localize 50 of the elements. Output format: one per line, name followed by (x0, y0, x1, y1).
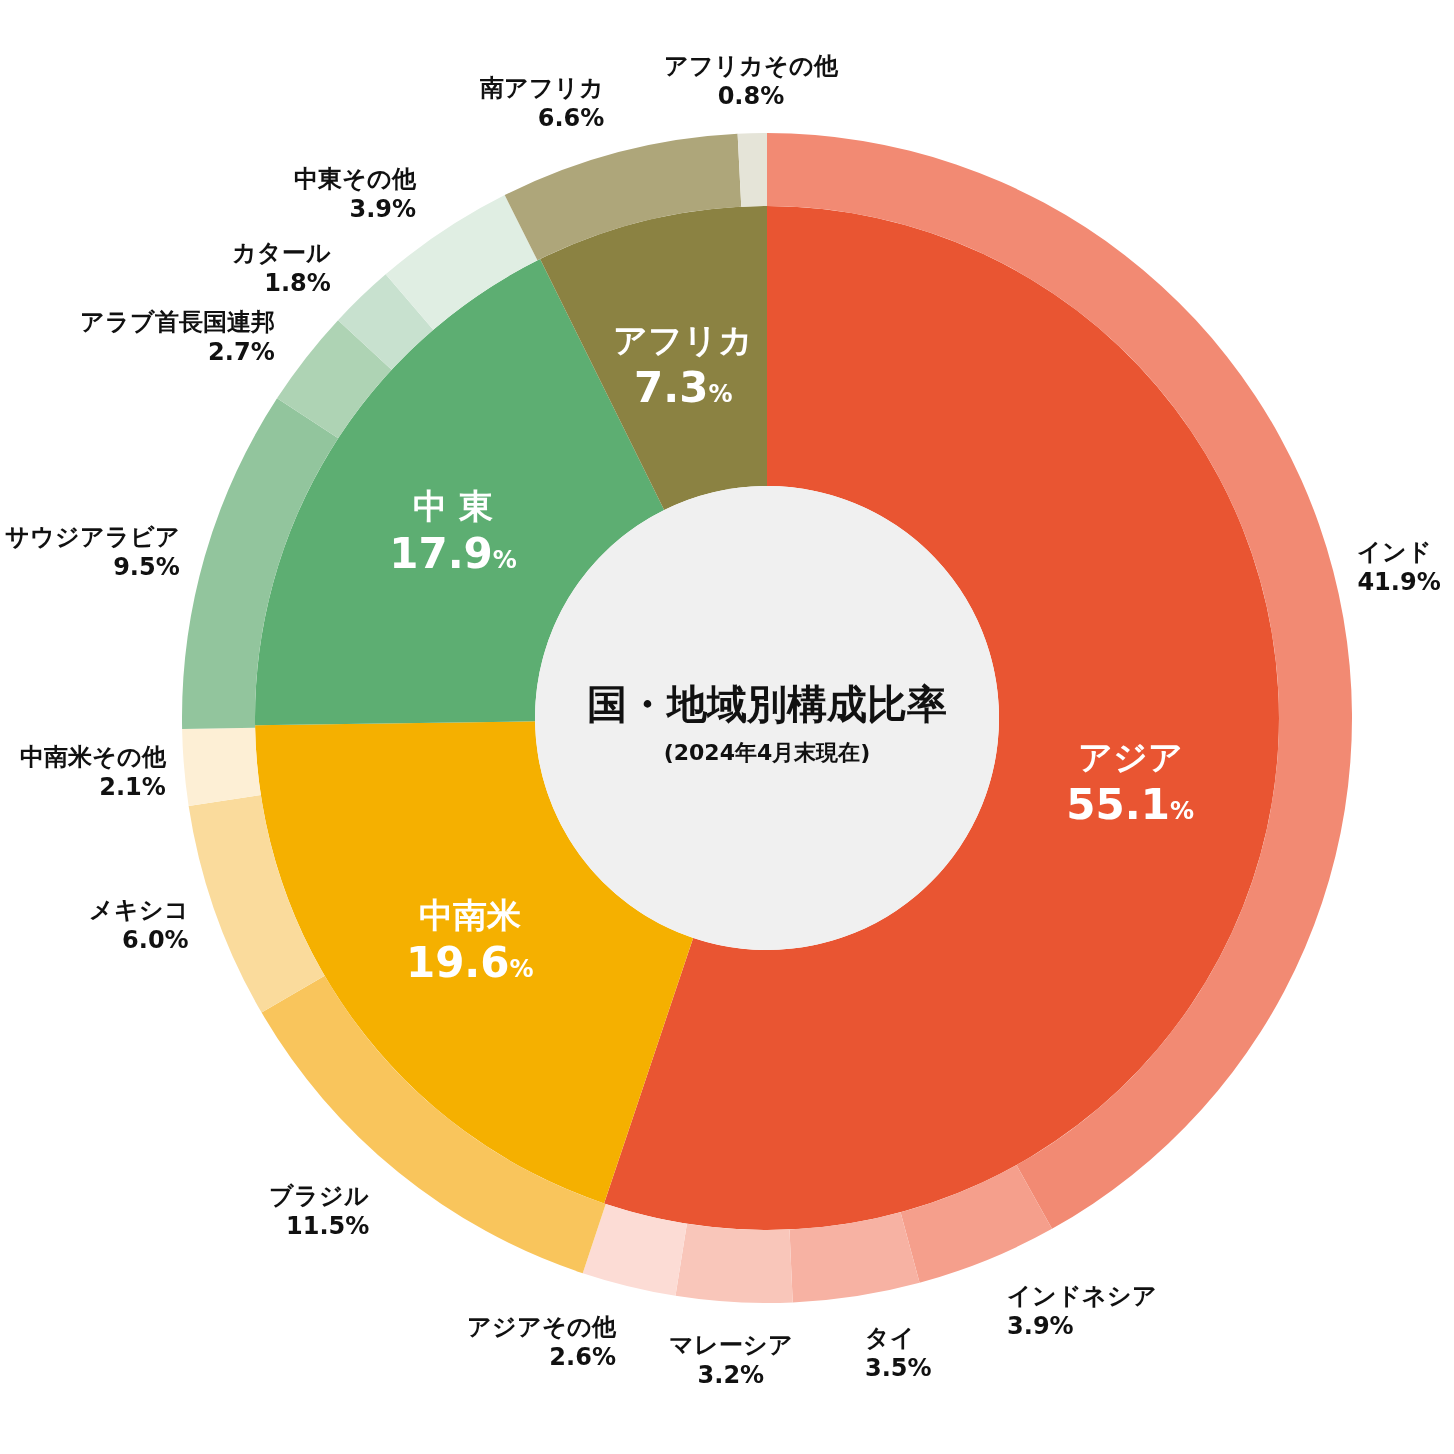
data-label: 19.6% (405, 937, 534, 987)
donut-slice (182, 727, 261, 806)
slice-label: アジア (1077, 737, 1183, 778)
slice-label: 中東その他 (293, 164, 417, 193)
slice-label: カタール (231, 239, 331, 268)
donut-slice (182, 398, 339, 730)
data-label: 17.9% (389, 529, 517, 579)
donut-slice (675, 1223, 793, 1303)
data-label: 3.9% (349, 194, 416, 223)
slice-label: アフリカ (613, 319, 754, 360)
data-label: 7.3% (634, 362, 733, 412)
data-label: 3.9% (1007, 1312, 1074, 1341)
slice-label: 中 東 (413, 486, 493, 527)
slice-label: 中南米その他 (19, 743, 167, 772)
data-label: 41.9% (1357, 568, 1441, 597)
data-label: 2.6% (549, 1342, 616, 1371)
slice-label: マレーシア (668, 1330, 793, 1359)
slice-label: サウジアラビア (4, 523, 180, 552)
donut-slice (338, 274, 434, 370)
slice-label: アジアその他 (466, 1312, 617, 1341)
slice-label: ブラジル (269, 1182, 370, 1211)
data-label: 2.7% (208, 337, 275, 366)
data-label: 55.1% (1066, 780, 1195, 830)
donut-slice (900, 1165, 1053, 1283)
data-label: 0.8% (717, 82, 785, 111)
donut-slice (504, 133, 742, 261)
slice-label: 中南米 (418, 894, 521, 935)
donut-slice (789, 1212, 920, 1303)
donut-slice (277, 320, 392, 439)
donut-slice (188, 794, 325, 1013)
donut-slice (540, 206, 767, 511)
donut-slice (737, 133, 767, 207)
text: 国・地域別構成比率 (587, 681, 947, 727)
data-label: 11.5% (286, 1212, 370, 1241)
slice-label: 南アフリカ (479, 74, 605, 103)
data-label: 9.5% (113, 553, 180, 582)
data-label: 6.6% (537, 104, 605, 133)
slice-label: タイ (865, 1323, 916, 1352)
data-label: 3.2% (697, 1360, 765, 1389)
slice-label: アラブ首長国連邦 (79, 307, 275, 336)
text: (2024年4月末現在) (663, 740, 871, 765)
data-label: 1.8% (264, 269, 331, 298)
slice-label: インドネシア (1007, 1282, 1158, 1311)
slice-label: アフリカその他 (663, 52, 839, 81)
donut-slice (582, 1203, 687, 1296)
slice-label: インド (1357, 538, 1433, 567)
data-label: 6.0% (122, 926, 189, 955)
data-label: 2.1% (99, 773, 166, 802)
slice-label: メキシコ (88, 896, 189, 925)
data-label: 3.5% (865, 1353, 932, 1382)
